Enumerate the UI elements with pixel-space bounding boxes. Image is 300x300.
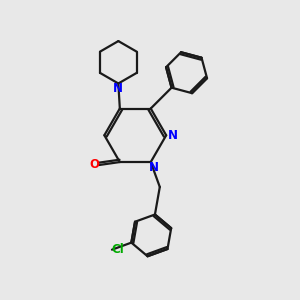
Text: O: O [90,158,100,172]
Text: N: N [168,129,178,142]
Text: N: N [113,82,123,95]
Text: Cl: Cl [111,243,124,256]
Text: N: N [149,161,159,174]
